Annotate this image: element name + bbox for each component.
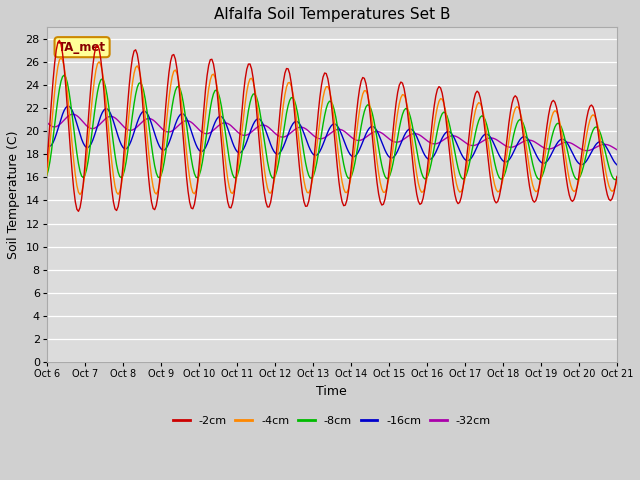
Y-axis label: Soil Temperature (C): Soil Temperature (C) <box>7 131 20 259</box>
Title: Alfalfa Soil Temperatures Set B: Alfalfa Soil Temperatures Set B <box>214 7 450 22</box>
Text: TA_met: TA_met <box>58 41 106 54</box>
Legend: -2cm, -4cm, -8cm, -16cm, -32cm: -2cm, -4cm, -8cm, -16cm, -32cm <box>168 411 495 430</box>
X-axis label: Time: Time <box>316 384 347 397</box>
